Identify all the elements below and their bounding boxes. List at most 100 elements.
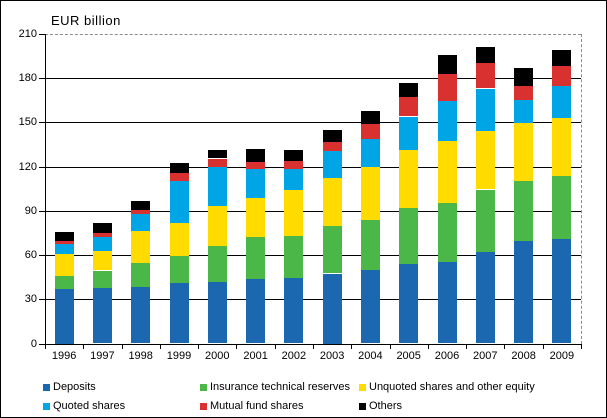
bar-2002-segment-4 (284, 160, 304, 169)
bar-2003-segment-1 (322, 226, 342, 274)
bar-1998-segment-3 (131, 213, 151, 231)
bar-2006-segment-4 (437, 73, 457, 102)
bar-2000-segment-2 (207, 206, 227, 247)
y-axis-tick (39, 299, 45, 301)
bar-1999-segment-4 (169, 173, 189, 181)
y-axis-tick (39, 166, 45, 168)
x-axis-tick (274, 343, 276, 349)
x-axis-label: 2009 (549, 350, 575, 362)
x-axis-tick (427, 343, 429, 349)
bar-2005-segment-0 (399, 263, 419, 344)
legend-item-insurance: Insurance technical reserves (200, 381, 350, 394)
x-axis-label: 2003 (319, 350, 345, 362)
bar-2004-segment-4 (360, 123, 380, 140)
bar-2009-segment-4 (552, 66, 572, 87)
x-axis-tick (389, 343, 391, 349)
x-axis-tick (159, 343, 161, 349)
bar-1998-segment-1 (131, 263, 151, 287)
bar-1997-segment-1 (92, 270, 112, 289)
bar-1999-segment-3 (169, 180, 189, 224)
bar-2000-segment-5 (207, 149, 227, 159)
bar-1996-segment-0 (54, 289, 74, 344)
x-axis-label: 2002 (281, 350, 307, 362)
bar-2005-segment-5 (399, 82, 419, 97)
bar-2003-segment-2 (322, 177, 342, 227)
bar-1998-segment-2 (131, 230, 151, 264)
bar-2005-segment-1 (399, 207, 419, 264)
x-axis-label: 2004 (358, 350, 383, 362)
x-axis-tick (45, 343, 46, 349)
bar-2006-segment-3 (437, 101, 457, 141)
bar-2000-segment-4 (207, 158, 227, 167)
bar-2007-segment-1 (475, 189, 495, 253)
gridline-top-dashed (45, 34, 581, 35)
bar-1996-segment-1 (54, 276, 74, 289)
x-axis-label: 2005 (396, 350, 421, 362)
bar-2001-segment-0 (246, 279, 266, 344)
bar-2003-segment-3 (322, 151, 342, 178)
bar-1999-segment-0 (169, 283, 189, 344)
bar-2004-segment-1 (360, 220, 380, 270)
bar-1998-segment-0 (131, 286, 151, 344)
bar-2002-segment-3 (284, 168, 304, 191)
x-axis-label: 2006 (434, 350, 460, 362)
bar-1996-segment-2 (54, 254, 74, 277)
bar-2002-segment-1 (284, 235, 304, 278)
bar-2005-segment-3 (399, 116, 419, 150)
y-axis-label: 30 (24, 293, 37, 306)
bar-2001-segment-3 (246, 168, 266, 198)
plot-right-border (581, 34, 582, 344)
bar-2008-segment-5 (514, 67, 534, 86)
bar-2001-segment-1 (246, 236, 266, 280)
x-axis-tick (83, 343, 85, 349)
bar-1996-segment-3 (54, 244, 74, 255)
bar-1997-segment-3 (92, 236, 112, 251)
x-axis-tick (236, 343, 238, 349)
bar-2009-segment-1 (552, 176, 572, 239)
bar-2008-segment-4 (514, 85, 534, 101)
x-axis-tick (313, 343, 314, 349)
x-axis-tick (198, 343, 200, 349)
bar-2002-segment-0 (284, 277, 304, 344)
bar-2007-segment-2 (475, 131, 495, 190)
bar-2008-segment-3 (514, 100, 534, 124)
bar-2007-segment-0 (475, 252, 495, 344)
bar-2000-segment-1 (207, 246, 227, 283)
legend-label: Insurance technical reserves (210, 381, 351, 393)
gridline (45, 78, 581, 80)
bar-1999-segment-5 (169, 163, 189, 174)
bar-1998-segment-5 (131, 200, 151, 211)
x-axis-tick (542, 343, 544, 349)
x-axis-label: 1996 (51, 350, 77, 362)
legend-label: Mutual fund shares (210, 400, 304, 412)
bar-2004-segment-0 (360, 269, 380, 344)
gridline (45, 210, 581, 212)
bar-2006-segment-1 (437, 202, 457, 262)
y-axis-line (45, 34, 46, 344)
bar-2001-segment-5 (246, 149, 266, 163)
bar-2006-segment-5 (437, 55, 457, 74)
chart-title: EUR billion (51, 13, 121, 28)
bar-2005-segment-4 (399, 96, 419, 117)
legend-item-deposits: Deposits (43, 381, 96, 394)
gridline (45, 166, 581, 168)
y-axis-label: 150 (18, 116, 37, 129)
legend-label: Others (369, 400, 403, 412)
bar-1998-segment-4 (131, 210, 151, 214)
legend-item-quoted: Quoted shares (43, 400, 125, 413)
bar-2007-segment-3 (475, 88, 495, 132)
legend-label: Quoted shares (53, 400, 126, 412)
bar-1997-segment-5 (92, 223, 112, 233)
bar-2007-segment-5 (475, 47, 495, 63)
bar-2009-segment-2 (552, 118, 572, 177)
bar-2005-segment-2 (399, 149, 419, 208)
y-axis-label: 120 (18, 160, 37, 173)
bar-2001-segment-2 (246, 197, 266, 237)
gridline (45, 299, 581, 301)
mutual-swatch-icon (200, 403, 207, 410)
bar-2009-segment-3 (552, 86, 572, 118)
bar-2009-segment-5 (552, 49, 572, 67)
x-axis-label: 2008 (511, 350, 536, 362)
